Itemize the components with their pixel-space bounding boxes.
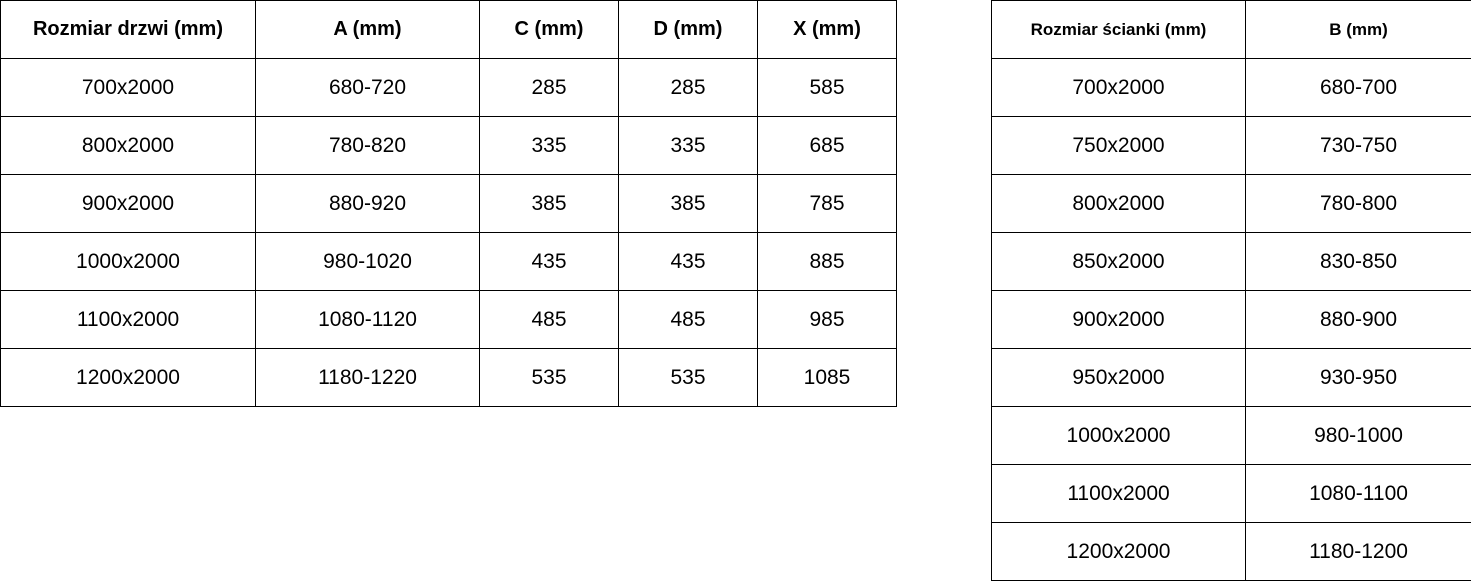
table-cell: 800x2000 <box>0 116 256 175</box>
table-cell: 885 <box>757 232 897 291</box>
table-row: 1000x2000 980-1020 435 435 885 <box>0 232 897 291</box>
header-row: Rozmiar drzwi (mm) A (mm) C (mm) D (mm) X (m… <box>0 0 897 59</box>
table-cell: 1085 <box>757 348 897 407</box>
column-header: B (mm) <box>1245 0 1471 59</box>
column-header: D (mm) <box>618 0 758 59</box>
table-cell: 435 <box>618 232 758 291</box>
column-header: Rozmiar ścianki (mm) <box>991 0 1246 59</box>
table-cell: 930-950 <box>1245 348 1471 407</box>
table-cell: 1200x2000 <box>991 522 1246 581</box>
table-cell: 1180-1200 <box>1245 522 1471 581</box>
column-header: Rozmiar drzwi (mm) <box>0 0 256 59</box>
table-cell: 1000x2000 <box>0 232 256 291</box>
table-row: 800x2000 780-800 <box>991 174 1471 233</box>
table-cell: 850x2000 <box>991 232 1246 291</box>
table-cell: 285 <box>618 58 758 117</box>
table-cell: 1200x2000 <box>0 348 256 407</box>
table-cell: 1100x2000 <box>991 464 1246 523</box>
table-row: 1200x2000 1180-1200 <box>991 522 1471 581</box>
table-cell: 880-900 <box>1245 290 1471 349</box>
table-cell: 900x2000 <box>991 290 1246 349</box>
table-cell: 900x2000 <box>0 174 256 233</box>
table-cell: 700x2000 <box>0 58 256 117</box>
table-cell: 485 <box>479 290 619 349</box>
column-header: A (mm) <box>255 0 480 59</box>
table-cell: 535 <box>618 348 758 407</box>
header-row: Rozmiar ścianki (mm) B (mm) <box>991 0 1471 59</box>
table-cell: 830-850 <box>1245 232 1471 291</box>
table-cell: 680-700 <box>1245 58 1471 117</box>
table-row: 850x2000 830-850 <box>991 232 1471 291</box>
door-size-table: Rozmiar drzwi (mm) A (mm) C (mm) D (mm) X (m… <box>0 0 897 407</box>
table-cell: 385 <box>479 174 619 233</box>
table-cell: 435 <box>479 232 619 291</box>
table-cell: 485 <box>618 290 758 349</box>
table-row: 950x2000 930-950 <box>991 348 1471 407</box>
table-cell: 880-920 <box>255 174 480 233</box>
table-row: 900x2000 880-920 385 385 785 <box>0 174 897 233</box>
table-cell: 1080-1100 <box>1245 464 1471 523</box>
table-cell: 980-1000 <box>1245 406 1471 465</box>
table-cell: 700x2000 <box>991 58 1246 117</box>
table-row: 1100x2000 1080-1100 <box>991 464 1471 523</box>
table-cell: 285 <box>479 58 619 117</box>
wall-panel-size-table: Rozmiar ścianki (mm) B (mm) 700x2000 680-7… <box>991 0 1471 581</box>
table-cell: 980-1020 <box>255 232 480 291</box>
table-cell: 800x2000 <box>991 174 1246 233</box>
table-row: 700x2000 680-720 285 285 585 <box>0 58 897 117</box>
table-cell: 785 <box>757 174 897 233</box>
table-cell: 985 <box>757 290 897 349</box>
table-cell: 335 <box>479 116 619 175</box>
table-cell: 680-720 <box>255 58 480 117</box>
table-row: 700x2000 680-700 <box>991 58 1471 117</box>
table-cell: 780-820 <box>255 116 480 175</box>
table-cell: 780-800 <box>1245 174 1471 233</box>
table-cell: 1000x2000 <box>991 406 1246 465</box>
table-cell: 750x2000 <box>991 116 1246 175</box>
column-header: C (mm) <box>479 0 619 59</box>
table-row: 1100x2000 1080-1120 485 485 985 <box>0 290 897 349</box>
table-row: 900x2000 880-900 <box>991 290 1471 349</box>
table-cell: 950x2000 <box>991 348 1246 407</box>
column-header: X (mm) <box>757 0 897 59</box>
table-row: 800x2000 780-820 335 335 685 <box>0 116 897 175</box>
table-cell: 730-750 <box>1245 116 1471 175</box>
table-cell: 585 <box>757 58 897 117</box>
table-cell: 1080-1120 <box>255 290 480 349</box>
table-row: 1200x2000 1180-1220 535 535 1085 <box>0 348 897 407</box>
table-row: 750x2000 730-750 <box>991 116 1471 175</box>
table-cell: 335 <box>618 116 758 175</box>
table-cell: 1180-1220 <box>255 348 480 407</box>
table-cell: 1100x2000 <box>0 290 256 349</box>
table-row: 1000x2000 980-1000 <box>991 406 1471 465</box>
table-cell: 385 <box>618 174 758 233</box>
table-cell: 535 <box>479 348 619 407</box>
table-cell: 685 <box>757 116 897 175</box>
